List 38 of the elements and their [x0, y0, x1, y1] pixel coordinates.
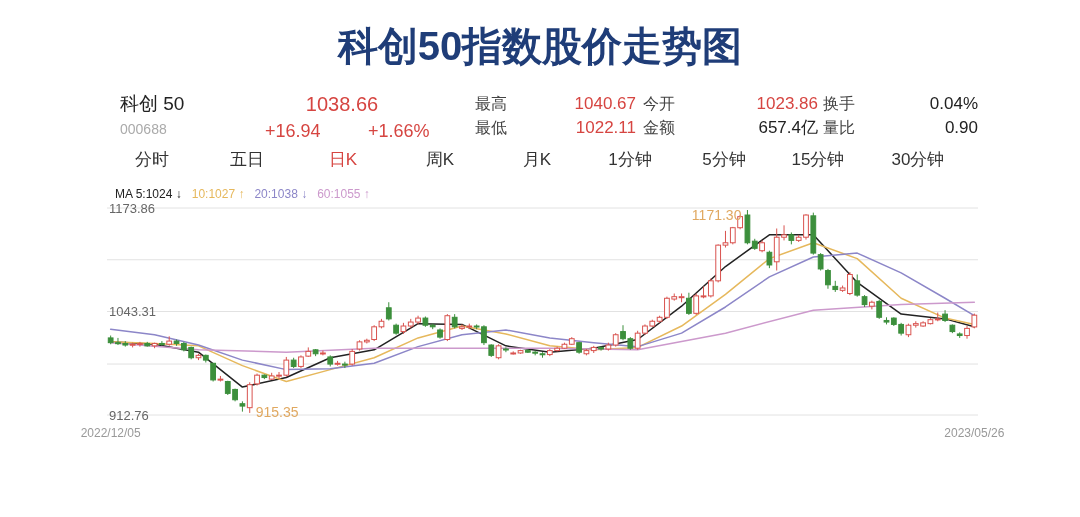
text: 5分钟: [702, 150, 746, 169]
text: 10:1027 ↑: [191, 187, 245, 201]
chart-title: 科创50指数股价走势图: [336, 24, 743, 68]
text: 五日: [230, 150, 264, 169]
text: 1040.67: [574, 94, 636, 113]
y-tick-label: 1173.86: [109, 200, 156, 216]
annotation: 1171.30: [691, 207, 742, 224]
text: 30分钟: [891, 150, 945, 169]
text: 月K: [522, 150, 552, 169]
text: 分时: [135, 150, 169, 169]
text: 20:1038 ↓: [254, 187, 308, 201]
text: MA 5:1024 ↓: [115, 187, 182, 201]
text: +16.94: [265, 121, 321, 141]
text: 1038.66: [305, 93, 379, 115]
text: 657.4亿: [758, 118, 818, 137]
text: 15分钟: [791, 150, 845, 169]
text: 量比: [823, 119, 855, 136]
text: 科创 50: [120, 93, 185, 114]
text: 最高: [475, 95, 507, 112]
text: +1.66%: [368, 121, 430, 141]
text: 0.90: [944, 118, 978, 137]
text: 换手: [823, 95, 855, 112]
text: 金额: [643, 119, 675, 136]
text: 1023.86: [756, 94, 818, 113]
text: 1分钟: [608, 150, 652, 169]
text: 000688: [120, 121, 167, 137]
text: 周K: [425, 150, 455, 169]
x-tick-label: 2023/05/26: [944, 426, 1005, 440]
y-tick-label: 912.76: [109, 407, 149, 423]
text: 0.04%: [929, 94, 978, 113]
text: 日K: [328, 150, 358, 169]
y-tick-label: 1043.31: [109, 304, 156, 319]
text: 60:1055 ↑: [317, 187, 370, 201]
text: 最低: [475, 119, 507, 136]
text: 今开: [643, 95, 675, 112]
x-tick-label: 2022/12/05: [80, 426, 142, 440]
text: 1022.11: [575, 118, 636, 137]
annotation: 915.35: [255, 403, 299, 420]
